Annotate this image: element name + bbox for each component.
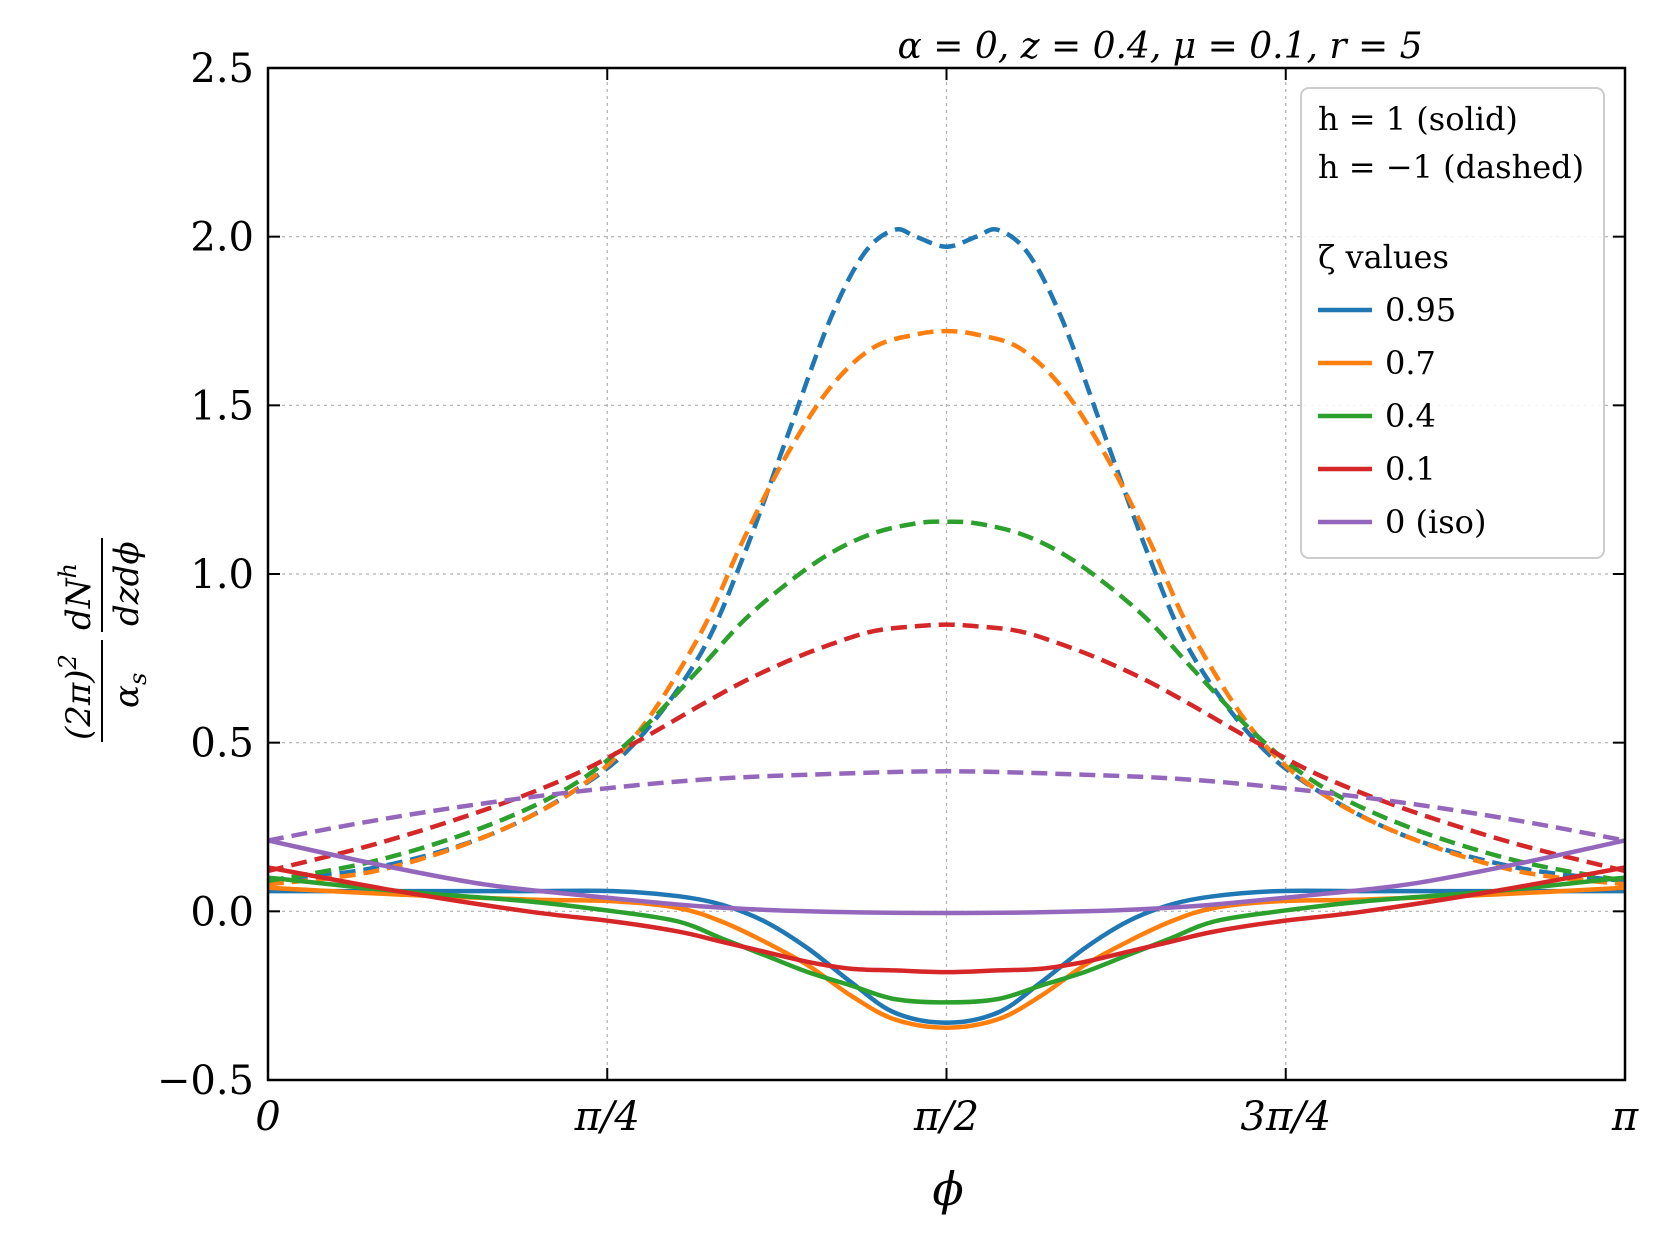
legend-header: ζ values (1318, 238, 1449, 276)
y-tick-label: −0.5 (157, 1058, 254, 1104)
x-tick-label: π (1611, 1094, 1639, 1140)
y-axis-label: (2π)2 αs dNh dzdϕ (54, 538, 152, 742)
series-line-zeta-0iso-h-neg (268, 769, 1625, 843)
y-tick-label: 0.0 (190, 889, 254, 935)
series-line-zeta-0iso-h-pos (268, 838, 1625, 916)
y-tick-label: 1.0 (190, 552, 254, 598)
y-label-denom-right: dzdϕ (107, 541, 147, 626)
x-tick-label: 0 (255, 1094, 280, 1140)
y-tick-label: 2.5 (190, 46, 254, 92)
legend-entry-label: 0.7 (1385, 344, 1436, 382)
legend-entry-label: 0.4 (1385, 397, 1436, 435)
series-line-zeta-0.1-h-pos (268, 865, 1625, 975)
y-tick-label: 1.5 (190, 383, 254, 429)
y-label-numer-right: dNh (54, 563, 99, 630)
legend: h = 1 (solid) h = −1 (dashed) ζ values 0… (1300, 87, 1605, 559)
x-tick-label: π/2 (913, 1094, 979, 1140)
series-line-zeta-0.7-h-neg (268, 328, 1625, 887)
series-line-zeta-0.7-h-pos (268, 885, 1625, 1030)
y-label-denom-left: αs (107, 673, 152, 708)
ticks: 0 π/4 π/2 3π/4 π −0.5 0.0 0.5 1.0 1.5 2.0 2.5 (157, 46, 1639, 1140)
legend-entry-label: 0.95 (1385, 291, 1456, 329)
y-label-numer-left: (2π)2 (54, 654, 99, 740)
y-tick-label: 2.0 (190, 215, 254, 261)
series-line-zeta-0.1-h-neg (268, 622, 1625, 874)
legend-entry-label: 0.1 (1385, 450, 1436, 488)
legend-entries: 0.95 0.7 0.4 0.1 0 (iso) (1318, 291, 1486, 541)
chart-title: α = 0, z = 0.4, μ = 0.1, r = 5 (897, 26, 1422, 67)
x-tick-label: 3π/4 (1240, 1094, 1331, 1140)
legend-box (1300, 87, 1605, 559)
series-group (268, 227, 1625, 1030)
y-tick-label: 0.5 (190, 721, 254, 767)
series-line-zeta-0.95-h-pos (268, 888, 1625, 1025)
x-tick-label: π/4 (574, 1094, 640, 1140)
x-axis-label: ϕ (932, 1162, 963, 1216)
series-line-zeta-0.4-h-pos (268, 875, 1625, 1005)
legend-line-dashed: h = −1 (dashed) (1318, 148, 1584, 186)
grid (268, 68, 1625, 1080)
legend-line-solid: h = 1 (solid) (1318, 100, 1518, 138)
legend-entry-label: 0 (iso) (1385, 503, 1486, 541)
